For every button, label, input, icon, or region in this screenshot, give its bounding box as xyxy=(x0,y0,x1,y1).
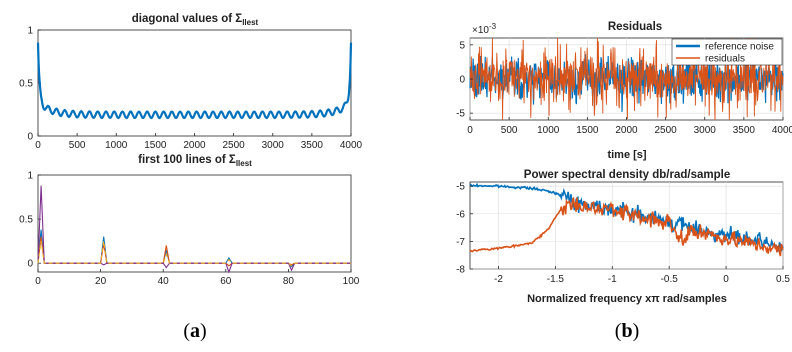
y-tick-label: 0.5 xyxy=(19,79,33,90)
x-tick-label: 0.5 xyxy=(776,274,790,285)
x-tick-label: -1.5 xyxy=(547,274,565,285)
y-tick-label: 1 xyxy=(27,26,33,37)
x-tick-label: 3500 xyxy=(301,140,324,151)
x-tick-label: 1500 xyxy=(144,140,167,151)
x-tick-label: 60 xyxy=(220,276,232,287)
chart-title: Power spectral density db/rad/sample xyxy=(524,169,730,181)
y-tick-label: -5 xyxy=(456,109,465,120)
caption-a: (a) xyxy=(183,320,206,342)
y-tick-label: -8 xyxy=(456,265,465,276)
x-tick-label: 1000 xyxy=(105,140,128,151)
y-tick-label: -6 xyxy=(456,209,465,220)
y-tick-label: -7 xyxy=(456,237,465,248)
series-line-residuals xyxy=(469,196,784,257)
x-tick-label: 500 xyxy=(501,125,518,136)
x-tick-label: 3500 xyxy=(733,125,756,136)
y-tick-label: 5 xyxy=(459,40,465,51)
y-tick-label: 0 xyxy=(459,75,465,86)
x-tick-label: 0 xyxy=(35,140,41,151)
x-tick-label: 0 xyxy=(35,276,41,287)
y-tick-label: 0 xyxy=(27,132,33,143)
x-tick-label: 20 xyxy=(95,276,107,287)
y-tick-label: 1 xyxy=(27,171,33,182)
x-tick-label: -1 xyxy=(608,274,617,285)
x-tick-label: 1000 xyxy=(537,125,560,136)
x-tick-label: 0 xyxy=(723,274,729,285)
chart-power-spectral-density: Power spectral density db/rad/sample -2 -… xyxy=(456,169,790,305)
legend-label-residuals: residuals xyxy=(705,54,745,65)
plot-area xyxy=(37,29,352,137)
chart-first-100-lines: first 100 lines of Σllest 0 20 40 60 80 100 0 0… xyxy=(19,154,360,287)
x-tick-label: 3000 xyxy=(694,125,717,136)
x-tick-label: 1500 xyxy=(576,125,599,136)
chart-title: Residuals xyxy=(608,21,662,33)
x-tick-label: 2500 xyxy=(655,125,678,136)
x-tick-label: 100 xyxy=(343,276,360,287)
x-tick-label: 2000 xyxy=(183,140,206,151)
chart-title: diagonal values of Σllest xyxy=(132,13,259,27)
chart-title: first 100 lines of Σllest xyxy=(138,154,252,168)
x-tick-label: 0 xyxy=(467,125,473,136)
x-tick-label: 4000 xyxy=(340,140,363,151)
x-tick-label: 500 xyxy=(69,140,86,151)
legend: reference noise residuals xyxy=(671,38,783,66)
y-tick-label: -5 xyxy=(456,182,465,193)
x-axis-label: Normalized frequency xπ rad/samples xyxy=(527,293,727,305)
y-exponent-label: ×10-3 xyxy=(472,22,497,36)
caption-b: (b) xyxy=(615,320,639,342)
legend-label-reference-noise: reference noise xyxy=(705,42,774,53)
plot-area xyxy=(37,174,352,273)
x-axis-label: time [s] xyxy=(607,149,646,161)
series-line-4 xyxy=(37,241,351,267)
plot-area xyxy=(469,181,784,270)
x-tick-label: 2000 xyxy=(615,125,638,136)
x-tick-label: 80 xyxy=(283,276,295,287)
x-tick-label: 3000 xyxy=(262,140,285,151)
x-tick-label: 4000 xyxy=(772,125,792,136)
x-tick-label: 40 xyxy=(158,276,170,287)
chart-diagonal-values: diagonal values of Σllest 0 500 1000 1500 20… xyxy=(19,13,362,151)
series-line-diagonal xyxy=(36,42,353,120)
series-line-residuals xyxy=(469,37,784,121)
x-tick-label: -2 xyxy=(494,274,503,285)
x-tick-label: 2500 xyxy=(223,140,246,151)
x-tick-label: -0.5 xyxy=(661,274,679,285)
y-tick-label: 0.5 xyxy=(19,215,33,226)
y-tick-label: 0 xyxy=(27,259,33,270)
chart-residuals: Residuals ×10-3 0 500 1000 1500 2000 2500 3000… xyxy=(456,21,792,161)
